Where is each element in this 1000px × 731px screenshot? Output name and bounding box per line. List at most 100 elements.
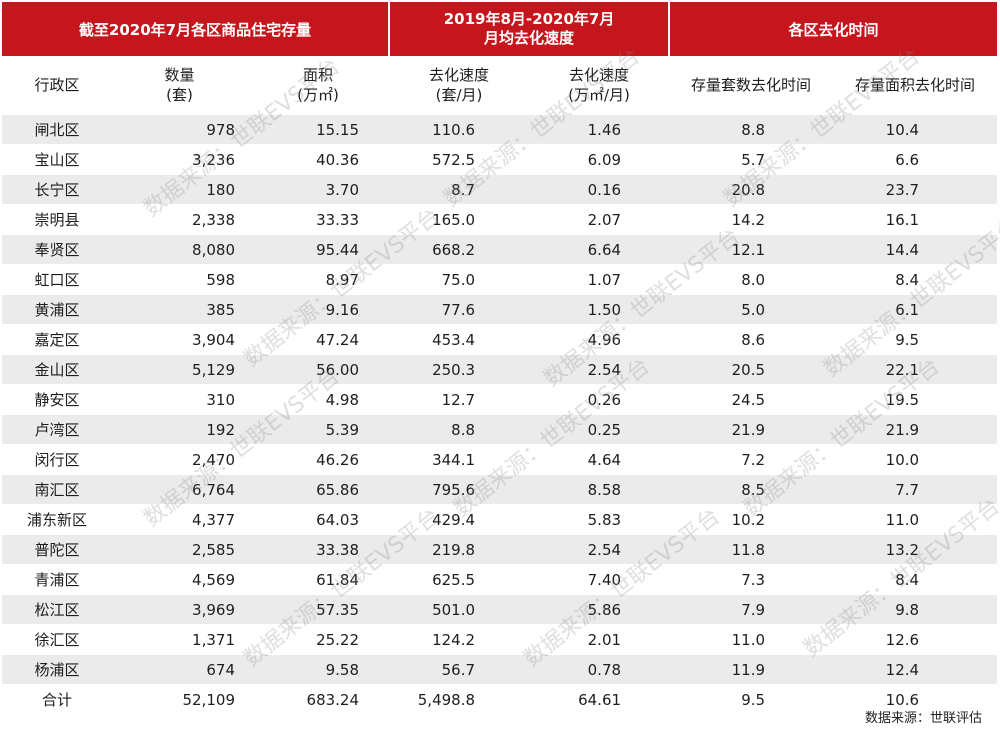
- cell-time-area: 10.6: [833, 684, 998, 714]
- cell-area: 3.70: [247, 174, 390, 205]
- table-row: 金山区 5,129 56.00 250.3 2.54 20.5 22.1: [2, 354, 998, 385]
- column-header-label: 去化速度: [569, 66, 630, 84]
- cell-count: 2,585: [112, 534, 247, 565]
- cell-speed-units: 165.0: [389, 204, 530, 235]
- cell-speed-units: 8.8: [389, 414, 530, 445]
- column-header-unit: (套/月): [435, 86, 483, 104]
- column-header-label: 存量面积去化时间: [855, 76, 976, 94]
- cell-area: 4.98: [247, 384, 390, 415]
- column-header-speed-units: 去化速度 (套/月): [389, 56, 530, 115]
- column-header-label: 存量套数去化时间: [691, 76, 812, 94]
- cell-speed-area: 2.07: [529, 204, 670, 235]
- column-header-area: 面积 (万㎡): [247, 56, 390, 115]
- cell-time-units: 11.9: [669, 654, 834, 685]
- table-row: 南汇区 6,764 65.86 795.6 8.58 8.5 7.7: [2, 474, 998, 505]
- table-row: 奉贤区 8,080 95.44 668.2 6.64 12.1 14.4: [2, 234, 998, 265]
- cell-count: 598: [112, 264, 247, 295]
- cell-speed-units: 501.0: [389, 594, 530, 625]
- cell-time-units: 5.0: [669, 294, 834, 325]
- cell-time-area: 12.6: [833, 624, 998, 655]
- cell-area: 5.39: [247, 414, 390, 445]
- cell-time-area: 14.4: [833, 234, 998, 265]
- cell-speed-units: 110.6: [389, 114, 530, 145]
- cell-speed-units: 5,498.8: [389, 684, 530, 714]
- cell-district: 浦东新区: [2, 504, 112, 535]
- cell-speed-units: 75.0: [389, 264, 530, 295]
- cell-district: 奉贤区: [2, 234, 112, 265]
- cell-time-area: 10.4: [833, 114, 998, 145]
- cell-area: 61.84: [247, 564, 390, 595]
- cell-time-area: 10.0: [833, 444, 998, 475]
- table-row: 杨浦区 674 9.58 56.7 0.78 11.9 12.4: [2, 654, 998, 685]
- cell-count: 6,764: [112, 474, 247, 505]
- cell-district: 闵行区: [2, 444, 112, 475]
- cell-speed-area: 1.07: [529, 264, 670, 295]
- column-header-time-units: 存量套数去化时间: [669, 56, 834, 115]
- cell-speed-units: 625.5: [389, 564, 530, 595]
- cell-count: 4,377: [112, 504, 247, 535]
- cell-time-area: 16.1: [833, 204, 998, 235]
- cell-count: 4,569: [112, 564, 247, 595]
- table-row: 宝山区 3,236 40.36 572.5 6.09 5.7 6.6: [2, 144, 998, 175]
- cell-area: 64.03: [247, 504, 390, 535]
- group-header-speed-line2: 月均去化速度: [484, 29, 575, 47]
- table-row: 浦东新区 4,377 64.03 429.4 5.83 10.2 11.0: [2, 504, 998, 535]
- cell-speed-units: 8.7: [389, 174, 530, 205]
- table-row: 松江区 3,969 57.35 501.0 5.86 7.9 9.8: [2, 594, 998, 625]
- cell-area: 56.00: [247, 354, 390, 385]
- cell-time-units: 11.0: [669, 624, 834, 655]
- cell-speed-area: 64.61: [529, 684, 670, 714]
- cell-count: 52,109: [112, 684, 247, 714]
- cell-speed-area: 0.26: [529, 384, 670, 415]
- cell-speed-area: 0.16: [529, 174, 670, 205]
- cell-time-units: 5.7: [669, 144, 834, 175]
- cell-time-area: 12.4: [833, 654, 998, 685]
- cell-time-units: 14.2: [669, 204, 834, 235]
- cell-district: 徐汇区: [2, 624, 112, 655]
- cell-area: 8.97: [247, 264, 390, 295]
- table-row: 徐汇区 1,371 25.22 124.2 2.01 11.0 12.6: [2, 624, 998, 655]
- cell-district: 黄浦区: [2, 294, 112, 325]
- cell-speed-units: 56.7: [389, 654, 530, 685]
- cell-time-units: 9.5: [669, 684, 834, 714]
- cell-time-area: 6.6: [833, 144, 998, 175]
- cell-count: 192: [112, 414, 247, 445]
- cell-time-units: 8.6: [669, 324, 834, 355]
- column-header-row: 行政区 数量 (套) 面积 (万㎡) 去化速度 (套/月) 去化速度 (万㎡/月) 存量套数去化时…: [2, 56, 998, 115]
- cell-district: 杨浦区: [2, 654, 112, 685]
- cell-speed-area: 1.50: [529, 294, 670, 325]
- column-header-speed-area: 去化速度 (万㎡/月): [529, 56, 670, 115]
- column-header-label: 数量: [164, 66, 195, 84]
- cell-count: 674: [112, 654, 247, 685]
- table-row: 闸北区 978 15.15 110.6 1.46 8.8 10.4: [2, 114, 998, 145]
- cell-speed-area: 4.96: [529, 324, 670, 355]
- cell-speed-units: 219.8: [389, 534, 530, 565]
- cell-count: 385: [112, 294, 247, 325]
- cell-district: 合计: [2, 684, 112, 714]
- cell-area: 40.36: [247, 144, 390, 175]
- cell-time-units: 7.9: [669, 594, 834, 625]
- cell-speed-units: 429.4: [389, 504, 530, 535]
- table-row: 静安区 310 4.98 12.7 0.26 24.5 19.5: [2, 384, 998, 415]
- cell-time-area: 19.5: [833, 384, 998, 415]
- cell-district: 普陀区: [2, 534, 112, 565]
- column-header-unit: (万㎡/月): [568, 86, 630, 104]
- cell-count: 3,904: [112, 324, 247, 355]
- cell-area: 9.58: [247, 654, 390, 685]
- cell-speed-area: 0.78: [529, 654, 670, 685]
- cell-time-units: 11.8: [669, 534, 834, 565]
- cell-time-units: 8.0: [669, 264, 834, 295]
- cell-speed-area: 5.86: [529, 594, 670, 625]
- cell-time-area: 9.8: [833, 594, 998, 625]
- cell-count: 8,080: [112, 234, 247, 265]
- cell-count: 1,371: [112, 624, 247, 655]
- cell-speed-area: 4.64: [529, 444, 670, 475]
- cell-district: 闸北区: [2, 114, 112, 145]
- cell-speed-area: 8.58: [529, 474, 670, 505]
- cell-count: 2,470: [112, 444, 247, 475]
- cell-time-area: 8.4: [833, 564, 998, 595]
- cell-time-units: 12.1: [669, 234, 834, 265]
- source-note: 数据来源：世联评估: [864, 711, 982, 726]
- cell-district: 虹口区: [2, 264, 112, 295]
